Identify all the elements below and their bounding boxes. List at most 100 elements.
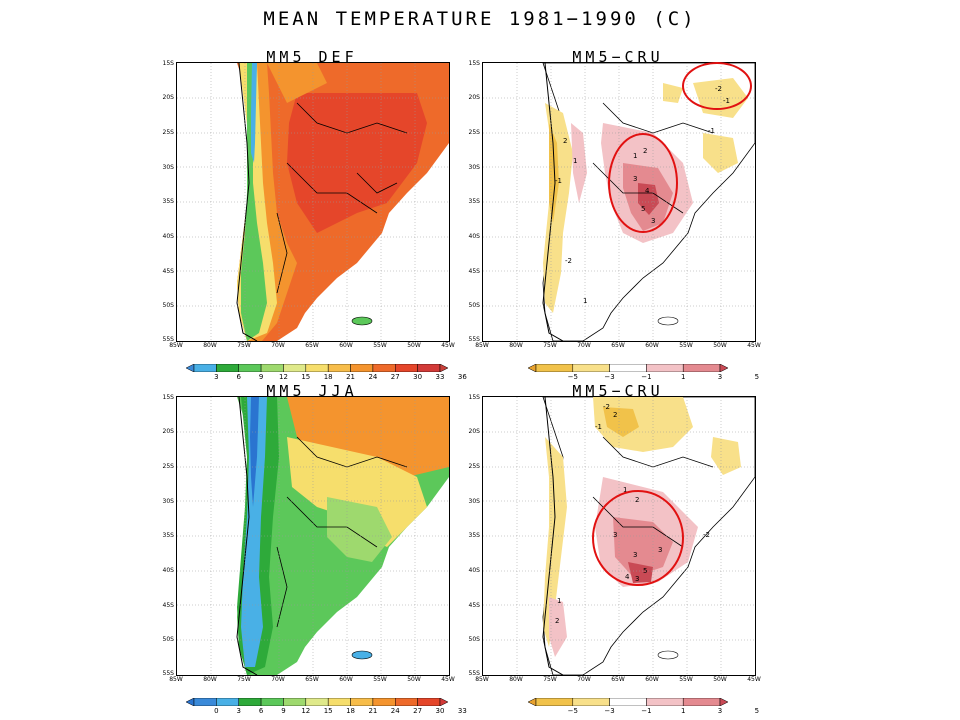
colorbar-tick-label: −1 [641,373,652,381]
colorbar-swatch [395,698,418,706]
map-canvas [177,397,449,675]
colorbar-tick-label: 27 [390,373,400,381]
colorbar-swatch [528,698,537,706]
colorbar-swatches [186,364,448,372]
contour-label: 2 [613,411,617,419]
colorbar-swatches [528,364,728,372]
lat-label: 40S [468,567,480,574]
lat-label: 30S [162,164,174,171]
lat-label: 50S [162,302,174,309]
panel-def-difference: MM5−CRU -2 -1 1 2 [468,48,768,381]
colorbar-tick-label: 5 [754,707,760,715]
lat-label: 30S [468,498,480,505]
colorbar-swatch [350,364,374,372]
lon-label: 80W [203,342,217,349]
lat-label: 40S [468,233,480,240]
lat-label: 35S [468,532,480,539]
colorbar-swatch [186,698,195,706]
lat-label: 35S [468,198,480,205]
lon-label: 55W [679,342,693,349]
colorbar-tick-label: 12 [278,373,288,381]
lon-label: 85W [169,342,183,349]
colorbar-swatch [439,698,448,706]
lon-label: 80W [203,676,217,683]
lat-label: 25S [468,129,480,136]
colorbar-tick-label: 21 [346,373,355,381]
lon-label: 65W [611,676,625,683]
colorbar-tick-label: 36 [457,373,467,381]
colorbar-swatches [186,698,448,706]
colorbar-tick-label: 33 [457,707,467,715]
lat-label: 30S [468,164,480,171]
lat-label: 45S [162,268,174,275]
lon-label: 60W [645,676,659,683]
colorbar-tick-label: 5 [754,373,760,381]
colorbar-tick-label: 3 [236,707,241,715]
colorbar-swatch [186,364,195,372]
colorbar-swatch [572,364,610,372]
colorbar-tick-label: 3 [717,707,723,715]
colorbar-diff-def: −5 −3 −1 1 3 5 [528,364,759,381]
lon-label: 55W [373,676,387,683]
highlight-circle [682,62,752,110]
lon-label: 80W [509,676,523,683]
colorbar-tick-label: 18 [323,373,333,381]
colorbar-swatch [305,364,329,372]
colorbar-tick-label: 30 [413,373,423,381]
lat-label: 45S [162,602,174,609]
contour-label: 1 [573,157,577,165]
lon-label: 60W [339,342,353,349]
colorbar-swatch [439,364,448,372]
panel-jja-difference: MM5−CRU 1 2 3 3 5 [468,382,768,715]
map-def-absolute [176,62,450,342]
colorbar-swatch [260,364,284,372]
colorbar-swatch [417,364,441,372]
colorbar-swatch [609,364,647,372]
colorbar-swatch [372,364,396,372]
colorbar-swatch [535,364,574,372]
highlight-circle [608,133,678,233]
colorbar-tick-label: 0 [214,707,219,715]
lat-label: 30S [162,498,174,505]
lat-label: 35S [162,198,174,205]
lon-label: 65W [611,342,625,349]
colorbar-tick-label: 18 [346,707,355,715]
colorbar-jja: 0 3 6 9 12 15 18 21 24 27 30 33 [186,698,467,715]
colorbar-swatch [372,698,396,706]
colorbar-swatch [283,364,307,372]
panel-def-absolute: MM5 DEF 15S 20S 25S 30S 35S [162,48,467,381]
lat-label: 55S [162,670,174,677]
lon-label: 45W [441,342,455,349]
lat-label: 25S [468,463,480,470]
colorbar-swatch [609,698,647,706]
contour-label: 1 [623,486,627,494]
colorbar-swatches [528,698,728,706]
contour-label: -1 [595,423,602,431]
contour-label: 1 [557,597,561,605]
colorbar-tick-label: 6 [236,373,241,381]
colorbar-swatch [572,698,610,706]
lon-label: 85W [169,676,183,683]
panel-title: MM5−CRU [572,382,664,400]
lon-label: 75W [237,676,251,683]
lon-label: 65W [305,676,319,683]
lon-label: 50W [407,676,421,683]
contour-label: -2 [703,531,710,539]
lat-label: 15S [162,60,174,67]
colorbar-tick-label: −3 [604,373,615,381]
lon-label: 45W [747,676,761,683]
colorbar-tick-label: 30 [435,707,445,715]
colorbar-swatch [260,698,284,706]
colorbar-diff-jja: −5 −3 −1 1 3 5 [528,698,759,715]
lon-label: 55W [373,342,387,349]
lon-label: 75W [237,342,251,349]
lon-label: 85W [475,676,489,683]
colorbar-swatch [682,698,721,706]
colorbar-tick-label: −5 [567,373,578,381]
panel-title: MM5−CRU [572,48,664,66]
lat-label: 40S [162,567,174,574]
colorbar-tick-label: 15 [301,373,311,381]
colorbar-swatch [216,698,239,706]
lon-label: 55W [679,676,693,683]
lon-label: 60W [645,342,659,349]
